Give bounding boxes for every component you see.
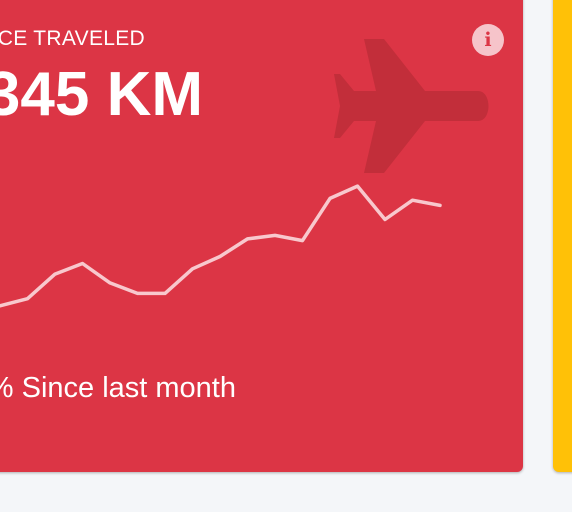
metric-label: DISTANCE TRAVELED xyxy=(0,27,145,50)
info-button[interactable]: i xyxy=(472,24,504,56)
metric-change: +5% Since last month xyxy=(0,372,236,404)
sparkline-series xyxy=(0,184,442,308)
plane-icon xyxy=(334,39,489,173)
sparkline-chart xyxy=(0,184,442,308)
metric-value: 12,345 KM xyxy=(0,60,203,129)
distance-traveled-card: DISTANCE TRAVELED 12,345 KM i +5% Since … xyxy=(0,0,523,472)
neighbor-card xyxy=(553,0,572,472)
